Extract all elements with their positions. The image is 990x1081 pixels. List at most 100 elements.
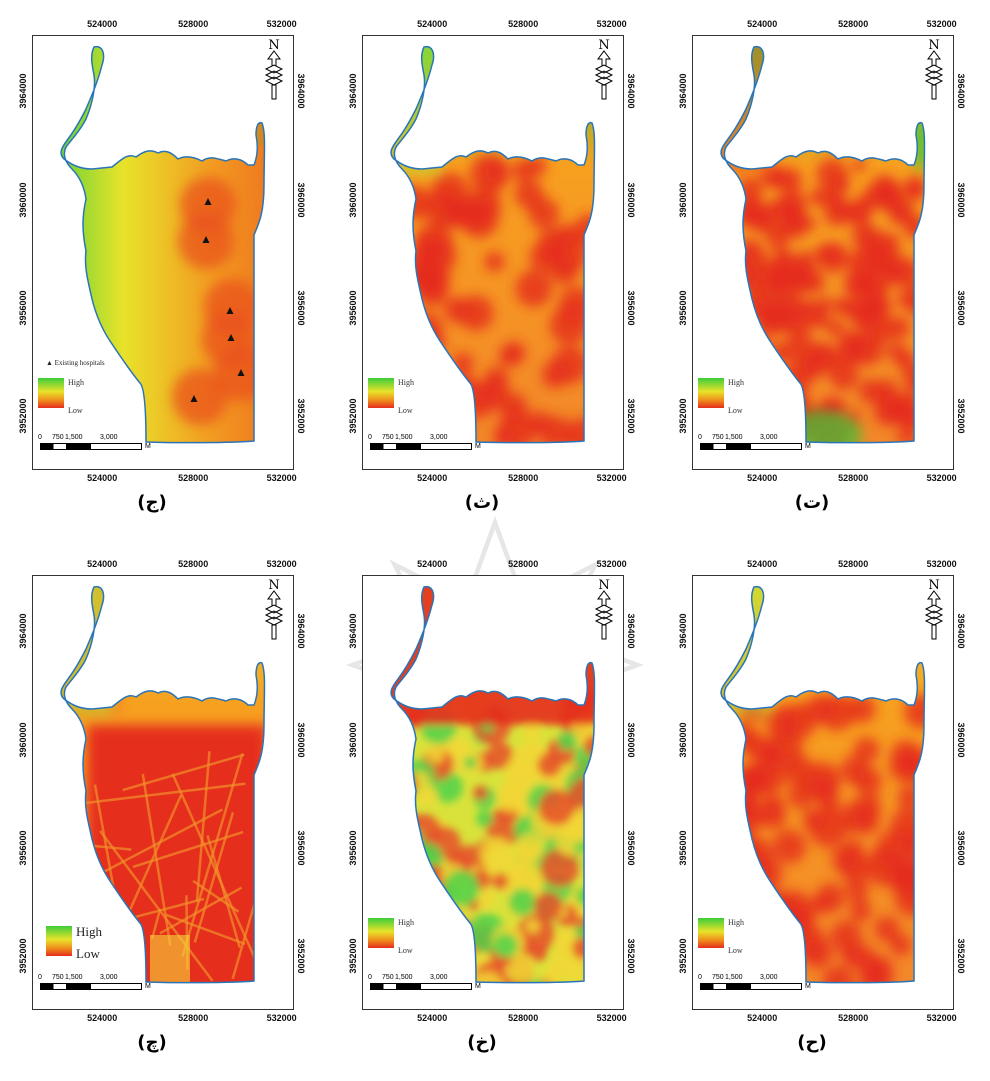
y-tick-label: 3952000 [296,938,306,974]
panel-caption: (ث) [464,492,500,513]
scale-bar-label: 1,500 [65,974,83,981]
y-tick-label: 3964000 [678,73,688,109]
map-panel-ta: 524000 524000 528000 528000 532000 532000 3964… [660,0,990,540]
scale-bar-label: 3,000 [760,974,778,981]
x-tick-label: 528000 [178,19,209,29]
panel-caption: (خ) [467,1032,497,1053]
x-tick-label: 528000 [178,559,209,569]
y-tick-label: 3956000 [18,290,28,326]
scale-bar-label: 750 [52,974,64,981]
y-tick-label: 3960000 [956,182,966,218]
scale-bar-label: 1,500 [395,434,413,441]
suitability-map [60,585,266,984]
x-tick-label: 524000 [747,473,778,483]
suitability-map [60,45,266,444]
scale-bar-unit: M [475,983,481,990]
y-tick-label: 3952000 [18,398,28,434]
panel-caption: (ج) [137,492,167,513]
scale-bar-label: 750 [712,974,724,981]
y-tick-label: 3960000 [678,182,688,218]
panel-caption: (ح) [797,1032,827,1053]
x-tick-label: 532000 [596,559,627,569]
map-panel-ha: 524000 524000 528000 528000 532000 532000 3964… [660,540,990,1080]
y-tick-label: 3956000 [626,290,636,326]
x-tick-label: 524000 [747,559,778,569]
map-panel-tha: 524000 524000 528000 528000 532000 532000 3964… [330,0,660,540]
y-tick-label: 3956000 [626,830,636,866]
svg-text:N: N [268,38,279,53]
x-tick-label: 528000 [838,19,869,29]
x-tick-label: 532000 [926,1013,957,1023]
x-tick-label: 528000 [508,559,539,569]
scale-bar-label: 1,500 [65,434,83,441]
legend-high-label: High [398,918,414,927]
x-tick-label: 532000 [266,473,297,483]
x-tick-label: 524000 [417,19,448,29]
study-area-boundary [390,585,596,984]
x-tick-label: 532000 [926,559,957,569]
x-tick-label: 528000 [508,473,539,483]
y-tick-label: 3960000 [348,182,358,218]
legend-low-label: Low [398,946,413,955]
y-tick-label: 3960000 [348,722,358,758]
x-tick-label: 532000 [596,1013,627,1023]
map-panel-jim: 524000 524000 528000 528000 532000 532000 3964… [0,0,330,540]
study-area-boundary [390,45,596,444]
y-tick-label: 3956000 [348,830,358,866]
legend-high-label: High [728,378,744,387]
y-tick-label: 3956000 [678,830,688,866]
scale-bar-label: 0 [38,434,42,441]
panel-caption: (ت) [794,492,830,513]
scale-bar-label: 1,500 [725,974,743,981]
y-tick-label: 3960000 [18,722,28,758]
north-arrow-icon: N [924,38,944,100]
north-arrow-icon: N [264,38,284,100]
y-tick-label: 3960000 [296,182,306,218]
y-tick-label: 3964000 [296,73,306,109]
y-tick-label: 3960000 [18,182,28,218]
y-tick-label: 3952000 [956,398,966,434]
legend-low-label: Low [76,946,100,961]
north-arrow-icon: N [594,578,614,640]
scale-bar-label: 0 [368,974,372,981]
legend-color-ramp [46,926,72,956]
legend-high-label: High [728,918,744,927]
hospital-marker [190,395,198,402]
x-tick-label: 528000 [838,559,869,569]
scale-bar-label: 750 [712,434,724,441]
x-tick-label: 524000 [87,473,118,483]
x-tick-label: 528000 [838,473,869,483]
legend-color-ramp [368,378,394,408]
scale-bar [700,443,802,450]
hospital-marker [202,236,210,243]
y-tick-label: 3964000 [956,73,966,109]
x-tick-label: 528000 [838,1013,869,1023]
scale-bar-unit: M [805,443,811,450]
x-tick-label: 528000 [508,19,539,29]
scale-bar-label: 0 [38,974,42,981]
y-tick-label: 3960000 [626,182,636,218]
scale-bar-unit: M [145,443,151,450]
x-tick-label: 532000 [266,1013,297,1023]
study-area-boundary [720,585,926,984]
x-tick-label: 528000 [508,1013,539,1023]
legend-low-label: Low [728,406,743,415]
legend-existing-hospitals: ▲ Existing hospitals [46,359,105,367]
x-tick-label: 524000 [87,559,118,569]
x-tick-label: 532000 [596,473,627,483]
legend-high-label: High [76,924,102,939]
y-tick-label: 3956000 [296,830,306,866]
scale-bar-label: 3,000 [430,434,448,441]
study-area-boundary [60,585,266,984]
scale-bar-label: 750 [52,434,64,441]
y-tick-label: 3952000 [348,938,358,974]
x-tick-label: 524000 [747,19,778,29]
scale-bar [700,983,802,990]
y-tick-label: 3956000 [678,290,688,326]
north-arrow-icon: N [594,38,614,100]
svg-text:N: N [268,578,279,593]
y-tick-label: 3964000 [626,73,636,109]
x-tick-label: 528000 [178,473,209,483]
scale-bar-label: 750 [382,434,394,441]
scale-bar-unit: M [475,443,481,450]
